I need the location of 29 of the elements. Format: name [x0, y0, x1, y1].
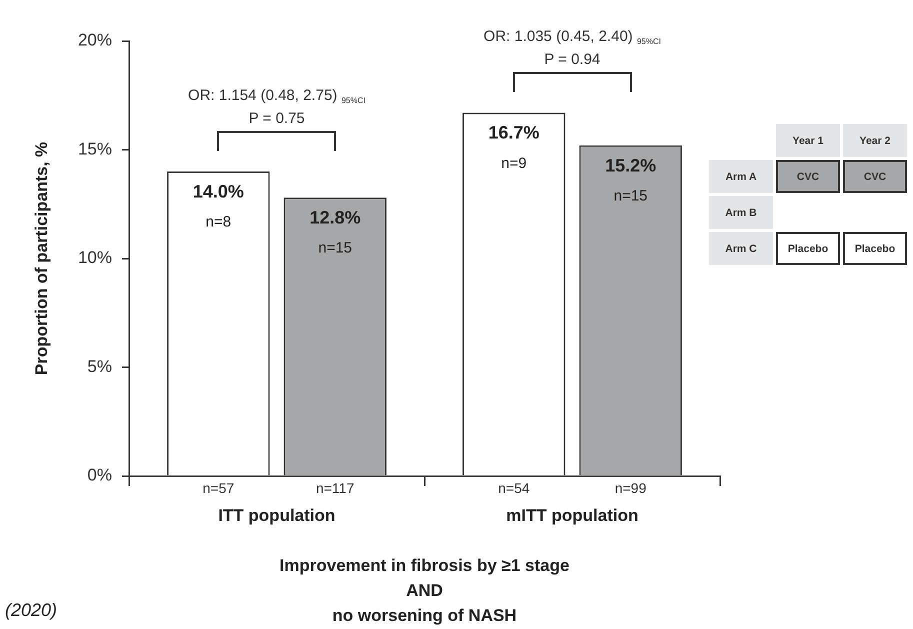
swatch: CVC — [776, 160, 840, 193]
text: OR: 1.154 (0.48, 2.75) $_{95%CI}$ P = 0.75 — [188, 86, 366, 126]
category-label: Year 2 — [843, 124, 907, 157]
category-label: Arm A — [725, 170, 757, 182]
x-tick-label: mITT population — [506, 506, 638, 525]
swatch: Placebo — [843, 232, 907, 265]
text: n=117 — [316, 479, 354, 498]
category-label: Year 1 — [776, 124, 840, 157]
y-tick-label: 0% — [87, 466, 112, 485]
swatch: CVC — [843, 160, 907, 193]
text: n=54 — [498, 479, 530, 498]
swatch: Placebo — [776, 232, 840, 265]
y-tick-label: 20% — [78, 30, 112, 50]
data-label: 16.7% n=9 — [488, 122, 540, 172]
y-tick-label: 15% — [78, 139, 112, 158]
x-axis-title: Improvement in fibrosis by ≥1 stage AND no worsening of NASH — [280, 556, 570, 626]
y-tick-label: 5% — [87, 356, 112, 376]
y-tick-label: 10% — [78, 248, 112, 268]
category-label: Arm C — [725, 242, 757, 254]
x-tick-label: ITT population — [218, 506, 336, 525]
text: (2020) — [5, 599, 58, 621]
y-axis-title: Proportion of participants, % — [32, 142, 51, 376]
text: OR: 1.035 (0.45, 2.40) $_{95%CI}$ P = 0.94 — [484, 28, 661, 68]
category-label: Arm B — [725, 206, 757, 218]
text: n=57 — [202, 479, 234, 498]
data-label: 14.0% n=8 — [192, 181, 244, 231]
text: n=99 — [614, 479, 646, 498]
data-label: 12.8% n=15 — [310, 208, 361, 257]
data-label: 15.2% n=15 — [605, 155, 656, 205]
